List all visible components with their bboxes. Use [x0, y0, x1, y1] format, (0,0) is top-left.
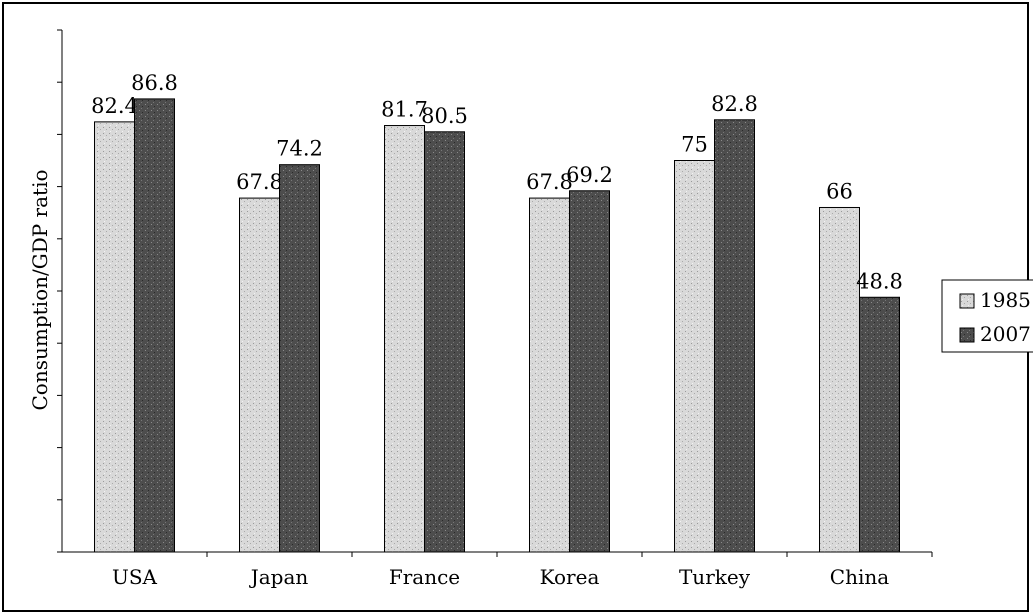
- bar-usa-2007: [134, 98, 175, 553]
- legend: 1985 2007: [941, 279, 1033, 353]
- y-axis: [57, 29, 63, 553]
- data-label-korea-2007: 69.2: [566, 163, 613, 187]
- x-tick-labels: USA Japan France Korea Turkey China: [112, 552, 933, 589]
- bar-japan-1985: [239, 197, 280, 553]
- bar-france-2007: [424, 131, 465, 553]
- bar-turkey-1985: [674, 160, 715, 553]
- x-tick-label-france: France: [389, 565, 460, 589]
- bar-france-1985: [384, 125, 425, 553]
- x-tick-label-korea: Korea: [540, 565, 600, 589]
- x-tick-label-china: China: [830, 565, 889, 589]
- legend-label-2007: 2007: [980, 322, 1031, 346]
- legend-swatch-2007: [959, 327, 975, 343]
- x-tick-label-turkey: Turkey: [679, 565, 751, 589]
- data-label-japan-2007: 74.2: [276, 137, 323, 161]
- legend-swatch-1985: [959, 293, 975, 309]
- data-label-turkey-2007: 82.8: [711, 92, 758, 116]
- bar-korea-2007: [569, 190, 610, 553]
- bar-china-2007: [859, 296, 900, 553]
- bar-turkey-2007: [714, 119, 755, 553]
- data-label-china-2007: 48.8: [856, 269, 903, 293]
- bar-usa-1985: [94, 121, 135, 553]
- data-label-japan-1985: 67.8: [236, 170, 283, 194]
- data-label-usa-1985: 82.4: [91, 94, 138, 118]
- bar-japan-2007: [279, 164, 320, 553]
- legend-label-1985: 1985: [980, 288, 1031, 312]
- data-label-china-1985: 66: [826, 179, 853, 203]
- x-tick-label-japan: Japan: [249, 565, 309, 589]
- bar-china-1985: [819, 206, 860, 553]
- data-label-france-1985: 81.7: [381, 98, 428, 122]
- data-label-france-2007: 80.5: [421, 104, 468, 128]
- data-label-korea-1985: 67.8: [526, 170, 573, 194]
- data-label-usa-2007: 86.8: [131, 71, 178, 95]
- y-axis-label: Consumption/GDP ratio: [28, 169, 52, 410]
- bar-korea-1985: [529, 197, 570, 553]
- bars-layer: 82.486.867.874.281.780.567.869.27582.866…: [91, 71, 903, 553]
- x-tick-label-usa: USA: [112, 565, 158, 589]
- data-label-turkey-1985: 75: [681, 133, 708, 157]
